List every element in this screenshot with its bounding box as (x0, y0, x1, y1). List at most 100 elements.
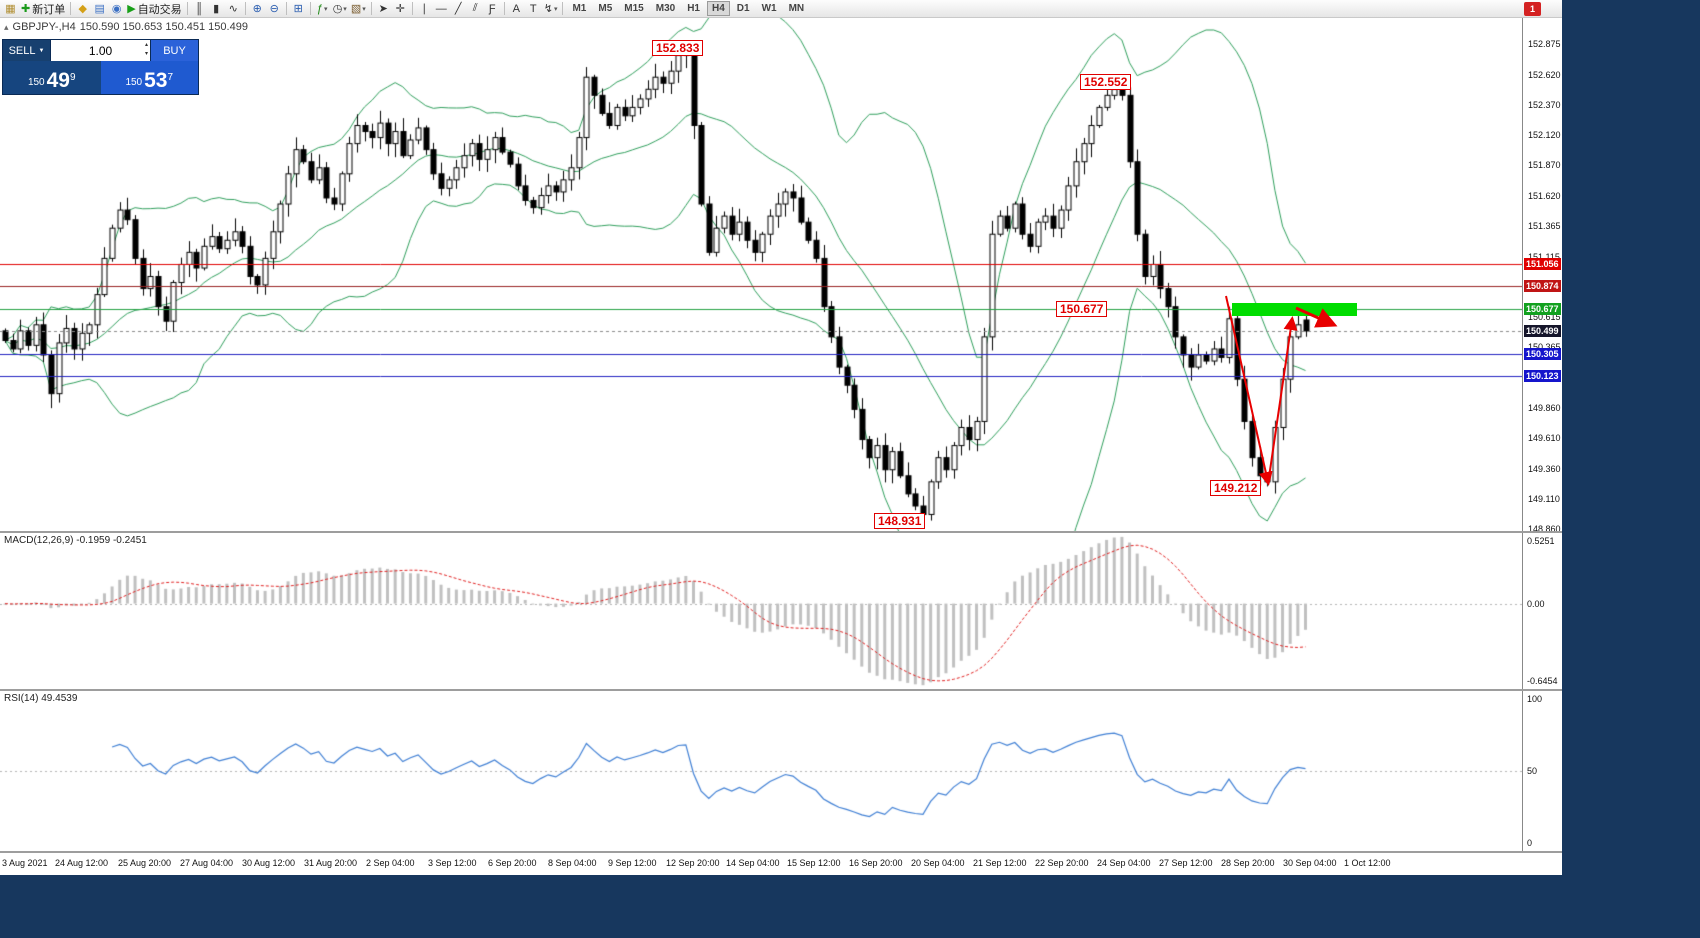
text-icon[interactable]: A (508, 1, 525, 17)
price-callout-label[interactable]: 148.931 (874, 513, 926, 529)
zoom-in-icon[interactable]: ⊕ (249, 1, 266, 17)
time-axis-label: 8 Sep 04:00 (548, 858, 597, 868)
price-chart-canvas[interactable] (0, 18, 1522, 531)
vertical-line-icon-glyph: ∣ (421, 3, 427, 15)
lot-size-value: 1.00 (88, 43, 113, 58)
dropdown-caret-icon[interactable]: ▾ (362, 5, 366, 13)
tile-windows-icon[interactable]: ⊞ (290, 1, 307, 17)
buy-button[interactable]: BUY (151, 40, 198, 61)
timeframe-w1[interactable]: W1 (761, 3, 777, 14)
price-callout-label[interactable]: 152.833 (652, 40, 704, 56)
timeframe-h4[interactable]: H4 (706, 1, 730, 16)
toolbar-separator (285, 2, 287, 15)
notification-icon[interactable]: 1 (1524, 2, 1541, 16)
crosshair-icon[interactable]: ✛ (392, 1, 409, 17)
dropdown-caret-icon[interactable]: ▾ (343, 5, 347, 13)
data-window-icon[interactable]: ▤ (91, 1, 108, 17)
templates-icon[interactable]: ▧ ▾ (349, 1, 368, 17)
sell-price-prefix: 150 (27, 77, 45, 88)
timeframe-d1[interactable]: D1 (736, 3, 750, 14)
line-chart-icon[interactable]: ∿ (225, 1, 242, 17)
price-axis-tick: 149.860 (1528, 403, 1561, 414)
timeframe-m15[interactable]: M15 (624, 3, 644, 14)
auto-trading-button-glyph: ▶ (127, 3, 136, 15)
fibonacci-icon[interactable]: Ƒ (484, 1, 501, 17)
channel-icon-glyph: ⫽ (472, 2, 478, 14)
rsi-scale-50: 50 (1527, 766, 1538, 776)
templates-icon-glyph: ▧ (350, 3, 362, 15)
market-watch-icon[interactable]: ◆ (74, 1, 91, 17)
resistance-zone-rect[interactable] (1232, 303, 1357, 316)
dropdown-caret-icon[interactable]: ▾ (323, 5, 328, 13)
chart-title: ▴ GBPJPY-,H4 150.590 150.653 150.451 150… (4, 21, 248, 33)
panel-separator[interactable] (0, 531, 1562, 533)
terminal-window: ▦ ✚ 新订单 ◆ ▤ ◉ ▶ 自动交易 ║ ▮ ∿ ⊕ ⊖ ⊞ ƒ ▾ ◷ ▾ ▧ ▾ ➤ ✛ ∣ ― ╱ ⫽ Ƒ A T ↯ ▾ M1 M5… (0, 0, 1562, 875)
price-callout-label[interactable]: 152.552 (1080, 74, 1132, 90)
periods-icon[interactable]: ◷ ▾ (331, 1, 349, 17)
new-order-button[interactable]: ✚ 新订单 (19, 1, 67, 17)
sell-price[interactable]: 150 49 9 (3, 61, 101, 94)
price-tag: 150.305 (1524, 348, 1561, 361)
indicators-icon-glyph: ƒ (316, 2, 323, 15)
data-window-icon-glyph: ▤ (94, 3, 105, 15)
macd-canvas[interactable] (0, 533, 1522, 689)
lot-spinner-down-icon[interactable]: ▾ (144, 51, 148, 57)
zoom-in-icon-glyph: ⊕ (252, 3, 262, 15)
auto-trading-button[interactable]: ▶ 自动交易 (125, 1, 183, 17)
price-callout-label[interactable]: 149.212 (1210, 480, 1262, 496)
timeframe-h1[interactable]: H1 (687, 3, 700, 14)
main-chart-panel: ▴ GBPJPY-,H4 150.590 150.653 150.451 150… (0, 18, 1522, 531)
chart-window-icon[interactable]: ▦ (2, 1, 19, 17)
lot-spinner-up-icon[interactable]: ▴ (144, 42, 148, 48)
channel-icon[interactable]: ⫽ (467, 1, 484, 17)
timeframe-mn[interactable]: MN (788, 3, 805, 14)
price-axis-tick: 149.110 (1528, 493, 1560, 504)
bar-chart-icon[interactable]: ║ (191, 1, 208, 17)
rsi-label: RSI(14) 49.4539 (4, 693, 78, 704)
market-watch-icon-glyph: ◆ (78, 3, 87, 15)
trend-arrow-3[interactable] (1295, 306, 1338, 328)
price-tag: 150.499 (1524, 324, 1561, 337)
price-axis-tick: 151.870 (1528, 160, 1561, 171)
toolbar-separator (370, 2, 372, 15)
price-axis-tick: 151.115 (1528, 251, 1560, 262)
time-axis-label: 9 Sep 12:00 (608, 858, 657, 868)
vertical-line-icon[interactable]: ∣ (416, 1, 433, 17)
time-axis-label: 16 Sep 20:00 (849, 858, 903, 868)
price-axis-tick: 149.360 (1528, 463, 1561, 474)
price-callout-label[interactable]: 150.677 (1056, 301, 1108, 317)
price-axis-tick: 150.615 (1528, 311, 1561, 322)
zoom-out-icon-glyph: ⊖ (269, 3, 279, 15)
time-axis-label: 30 Sep 04:00 (1283, 858, 1337, 868)
time-axis[interactable]: 3 Aug 2021 24 Aug 12:00 25 Aug 20:00 27 Aug… (0, 853, 1562, 875)
buy-price[interactable]: 150 53 7 (100, 61, 198, 94)
trend-arrow-1[interactable] (1225, 295, 1273, 486)
cursor-icon[interactable]: ➤ (375, 1, 392, 17)
time-axis-label: 6 Sep 20:00 (488, 858, 537, 868)
price-axis[interactable]: 152.875 152.620 152.370 152.120 151.870 151.6… (1522, 18, 1562, 534)
panel-separator[interactable] (0, 689, 1562, 691)
arrows-tool-icon[interactable]: ↯ ▾ (542, 1, 560, 17)
horizontal-line-icon[interactable]: ― (433, 1, 450, 17)
trend-arrow-2[interactable] (1267, 316, 1298, 485)
trendline-icon[interactable]: ╱ (450, 1, 467, 17)
price-axis-tick: 151.620 (1528, 190, 1561, 201)
zoom-out-icon[interactable]: ⊖ (266, 1, 283, 17)
timeframe-m5[interactable]: M5 (598, 3, 613, 14)
rsi-canvas[interactable] (0, 691, 1522, 851)
label-icon[interactable]: T (525, 1, 542, 17)
navigator-icon[interactable]: ◉ (108, 1, 125, 17)
sell-dropdown-icon[interactable]: ▼ (38, 47, 45, 54)
indicators-icon[interactable]: ƒ ▾ (314, 1, 331, 17)
time-axis-label: 15 Sep 12:00 (787, 858, 841, 868)
timeframe-m1[interactable]: M1 (572, 3, 587, 14)
candlestick-chart-icon[interactable]: ▮ (208, 1, 225, 17)
arrows-tool-icon-glyph: ↯ (543, 3, 553, 15)
macd-panel: MACD(12,26,9) -0.1959 -0.2451 (0, 533, 1522, 689)
lot-size-input[interactable]: 1.00 ▴ ▾ (50, 40, 151, 61)
time-axis-label: 30 Aug 12:00 (242, 858, 296, 868)
dropdown-caret-icon[interactable]: ▾ (553, 5, 558, 13)
timeframe-m30[interactable]: M30 (655, 3, 676, 14)
sell-button[interactable]: SELL ▼ (3, 40, 50, 61)
panel-separator[interactable] (0, 851, 1562, 853)
